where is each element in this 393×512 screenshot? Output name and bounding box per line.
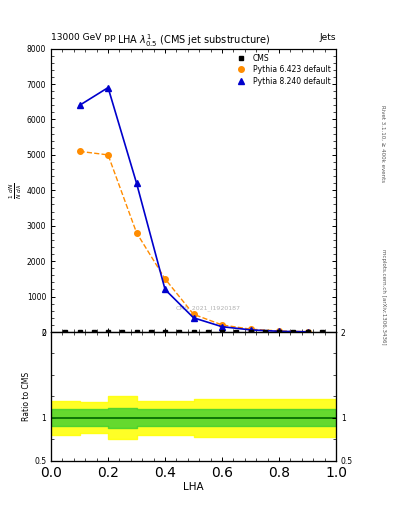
Pythia 6.423 default — [220, 322, 224, 328]
Legend: CMS, Pythia 6.423 default, Pythia 8.240 default: CMS, Pythia 6.423 default, Pythia 8.240 … — [231, 52, 332, 87]
CMS — [92, 329, 96, 335]
Pythia 6.423 default — [106, 152, 110, 158]
Line: CMS: CMS — [64, 330, 323, 334]
Pythia 8.240 default — [106, 84, 110, 91]
Text: mcplots.cern.ch [arXiv:1306.3436]: mcplots.cern.ch [arXiv:1306.3436] — [381, 249, 386, 345]
Pythia 8.240 default — [220, 324, 224, 330]
Text: CMS_2021_I1920187: CMS_2021_I1920187 — [175, 305, 240, 311]
CMS — [134, 329, 139, 335]
Pythia 6.423 default — [134, 230, 139, 236]
CMS — [206, 329, 210, 335]
CMS — [106, 329, 110, 335]
Pythia 8.240 default — [134, 180, 139, 186]
CMS — [248, 329, 253, 335]
CMS — [234, 329, 239, 335]
Pythia 6.423 default — [191, 311, 196, 317]
Pythia 6.423 default — [277, 328, 281, 334]
Pythia 6.423 default — [248, 326, 253, 332]
CMS — [305, 329, 310, 335]
CMS — [120, 329, 125, 335]
Line: Pythia 8.240 default: Pythia 8.240 default — [77, 85, 310, 335]
Text: 13000 GeV pp: 13000 GeV pp — [51, 33, 116, 42]
X-axis label: LHA: LHA — [183, 482, 204, 493]
Pythia 8.240 default — [191, 315, 196, 321]
CMS — [291, 329, 296, 335]
CMS — [277, 329, 281, 335]
Pythia 8.240 default — [248, 327, 253, 333]
CMS — [191, 329, 196, 335]
Text: Rivet 3.1.10, ≥ 400k events: Rivet 3.1.10, ≥ 400k events — [381, 105, 386, 182]
Pythia 8.240 default — [305, 329, 310, 335]
Title: LHA $\lambda^{1}_{0.5}$ (CMS jet substructure): LHA $\lambda^{1}_{0.5}$ (CMS jet substru… — [117, 32, 270, 49]
Pythia 6.423 default — [77, 148, 82, 155]
CMS — [177, 329, 182, 335]
Pythia 8.240 default — [163, 286, 167, 292]
CMS — [77, 329, 82, 335]
Pythia 6.423 default — [305, 329, 310, 335]
CMS — [320, 329, 324, 335]
CMS — [263, 329, 267, 335]
Y-axis label: $\frac{1}{N}\,\frac{dN}{d\lambda}$: $\frac{1}{N}\,\frac{dN}{d\lambda}$ — [7, 182, 24, 199]
Text: Jets: Jets — [320, 33, 336, 42]
Pythia 8.240 default — [77, 102, 82, 109]
CMS — [220, 329, 224, 335]
Y-axis label: Ratio to CMS: Ratio to CMS — [22, 372, 31, 421]
Line: Pythia 6.423 default: Pythia 6.423 default — [77, 148, 310, 334]
Pythia 6.423 default — [163, 276, 167, 282]
CMS — [163, 329, 167, 335]
Pythia 8.240 default — [277, 328, 281, 334]
CMS — [149, 329, 153, 335]
CMS — [63, 329, 68, 335]
